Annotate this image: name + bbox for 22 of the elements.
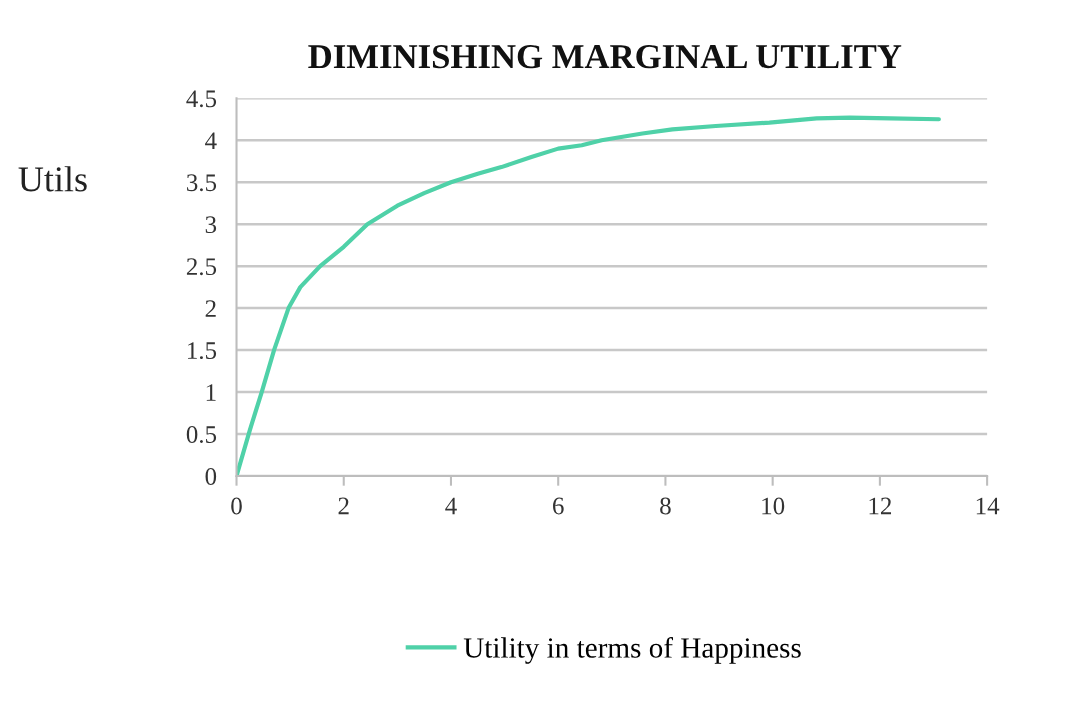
y-tick-label: 3 [205,216,217,234]
x-tick-label: 2 [338,497,349,515]
x-tick-label: 12 [869,497,892,515]
y-tick-label: 1.5 [188,342,217,360]
y-tick-label: 2 [205,300,216,317]
x-tick-label: 8 [660,497,671,515]
y-tick-label: 3.5 [187,174,217,192]
y-tick-label: 4 [205,132,217,149]
y-tick-label: 2.5 [186,258,217,276]
y-tick-label: 4.5 [186,90,217,108]
x-tick-label: 14 [976,497,1000,515]
x-tick-label: 0 [231,497,242,515]
x-tick-label: 4 [445,497,457,515]
y-axis-title: Utils [18,166,87,192]
x-tick-label: 10 [762,497,785,515]
y-tick-label: 0.5 [186,426,217,444]
legend-label: Utility in terms of Happiness [463,636,801,664]
line-series [236,115,941,476]
chart-title: DIMINISHING MARGINAL UTILITY [308,45,902,69]
y-tick-label: 1 [206,384,216,401]
y-tick-label: 0 [205,468,217,485]
x-tick-label: 6 [553,497,564,515]
